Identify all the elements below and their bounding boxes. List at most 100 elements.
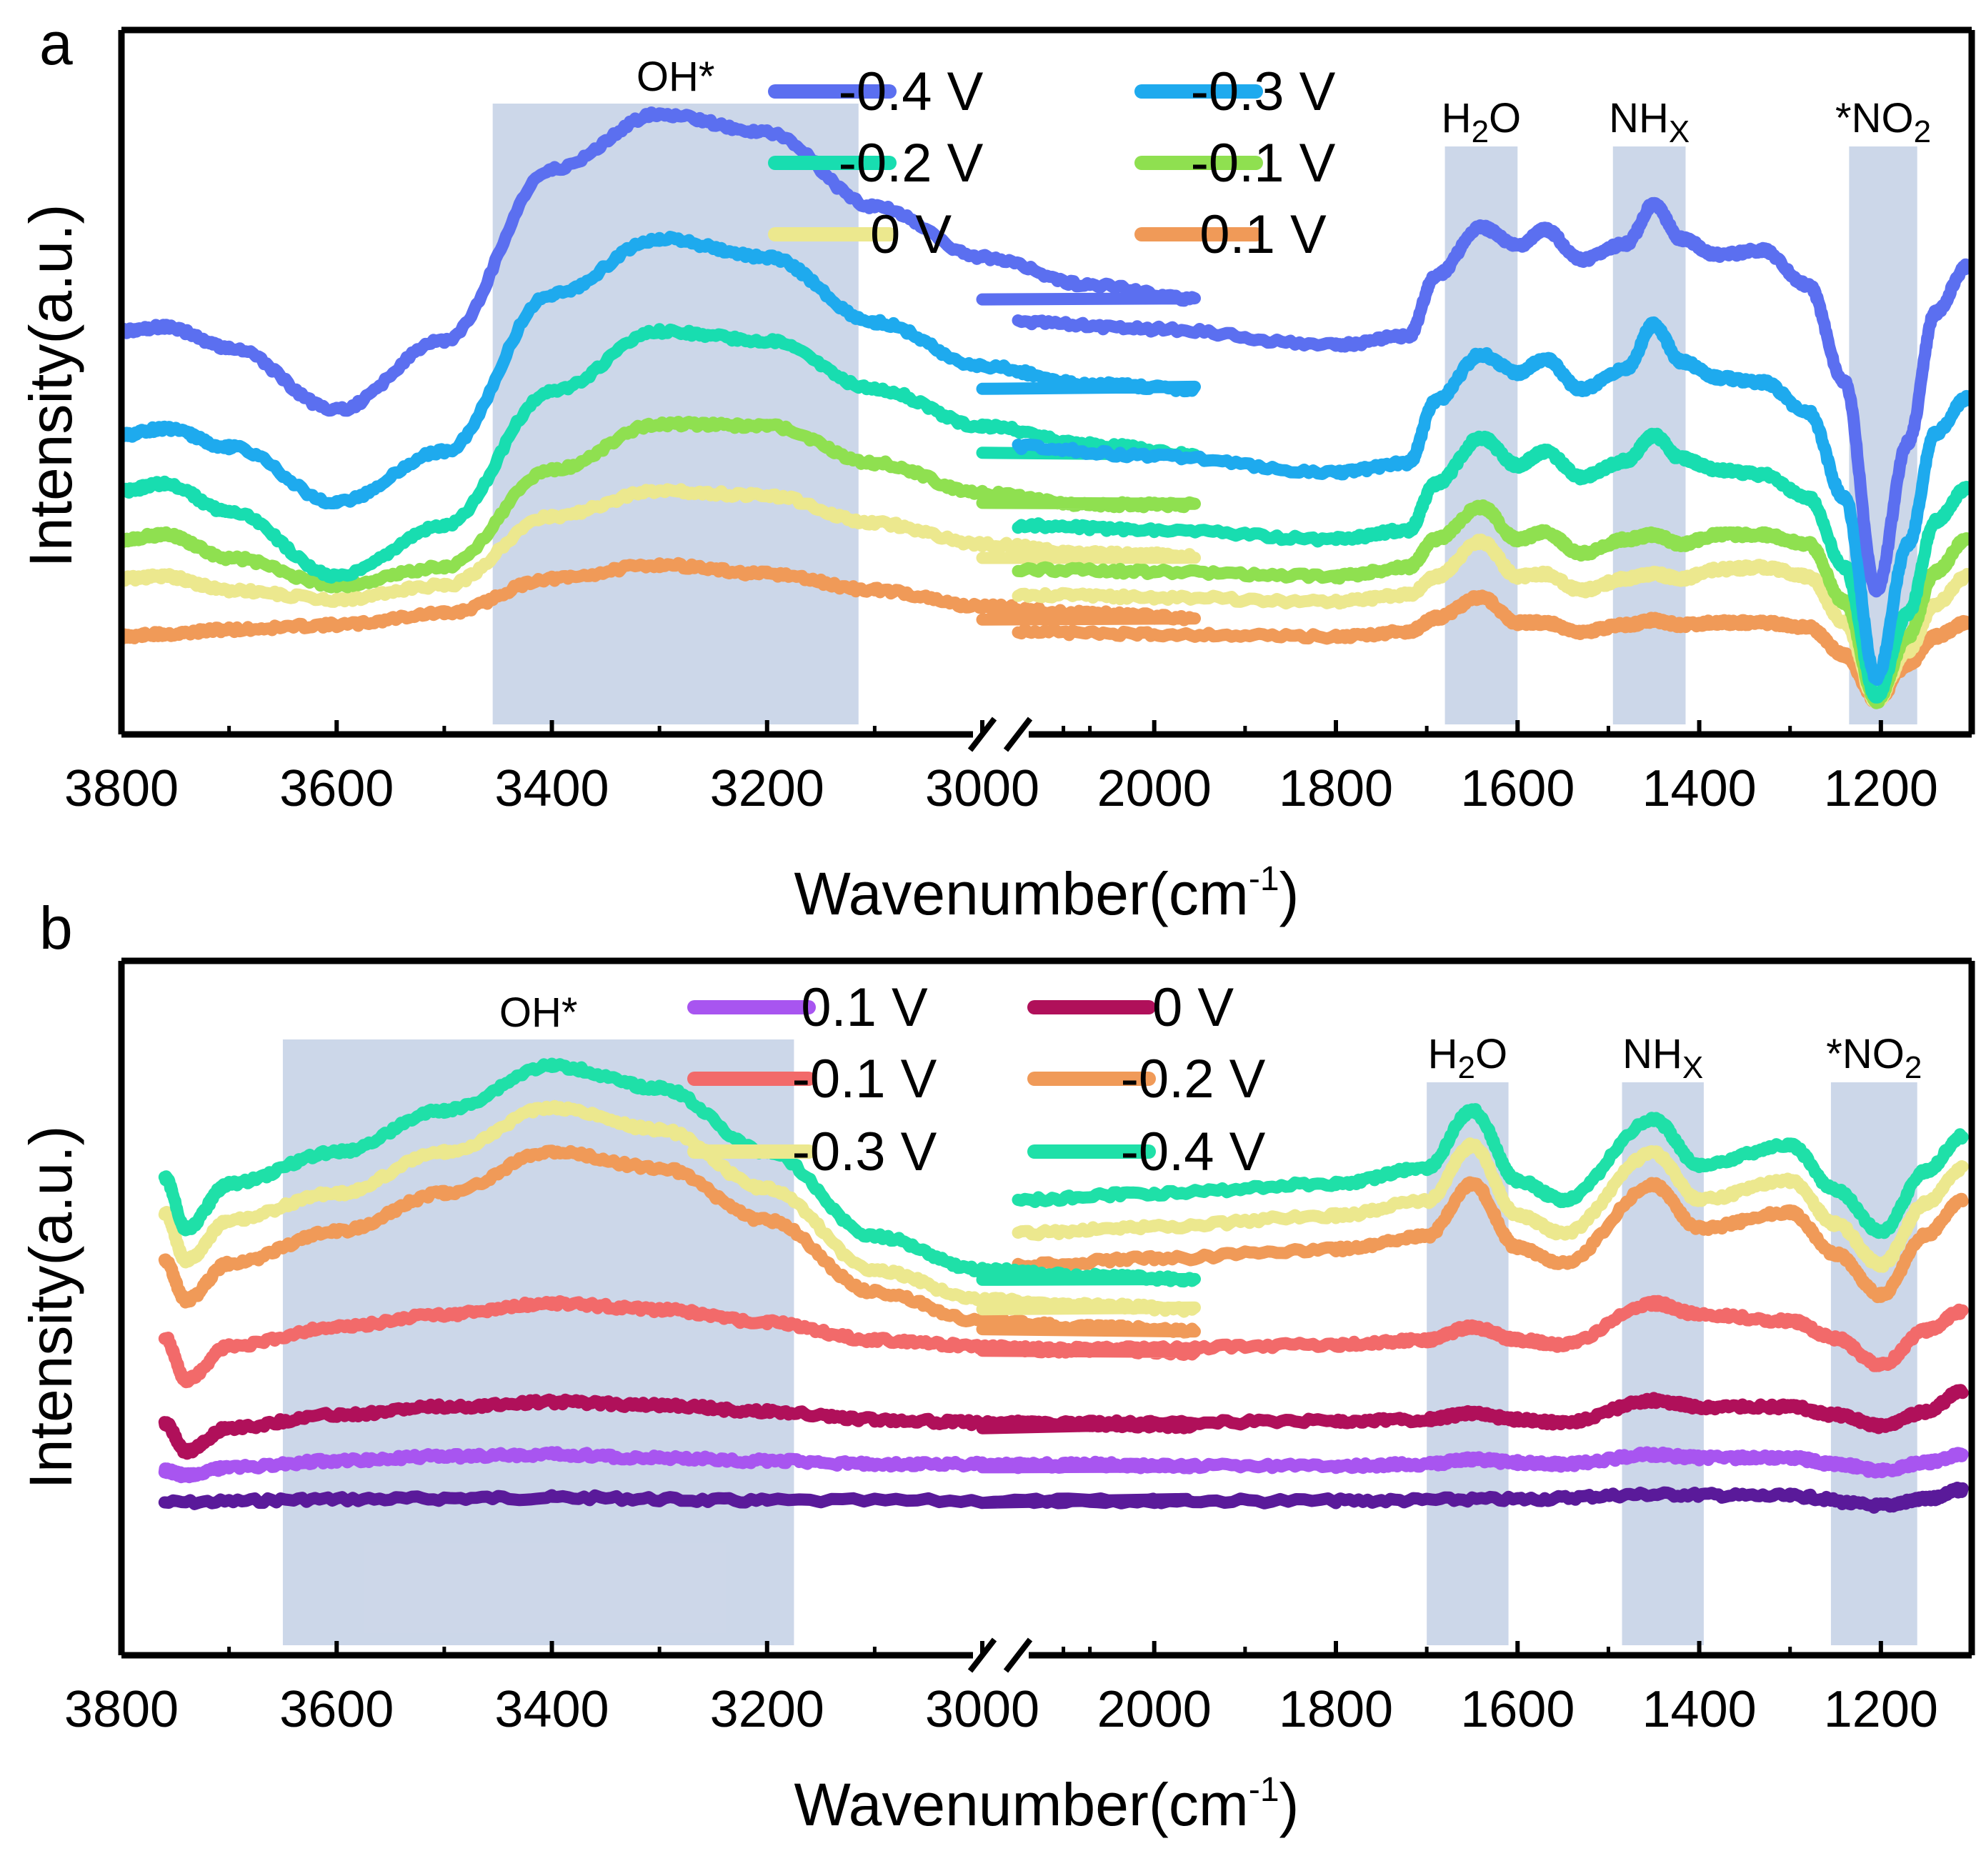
legend-label: 0.1 V — [801, 977, 928, 1038]
panel-b: 3800 3600 3400 3200 3000 2000 1800 1600 1400 1200… — [17, 894, 1975, 1838]
series-line-right — [1012, 1137, 1969, 1273]
legend-label: -0.3 V — [1191, 61, 1336, 122]
panel-letter: b — [39, 894, 73, 962]
legend-label: -0.2 V — [839, 133, 984, 194]
band-label: H2O — [1428, 1031, 1508, 1085]
band-label-main: NH — [1609, 95, 1669, 141]
series-line-right — [1012, 1176, 1969, 1304]
series-group — [158, 1057, 1969, 1514]
series-line-left — [158, 1446, 1201, 1484]
x-tick-label: 3000 — [925, 760, 1039, 817]
legend-label: 0 V — [870, 204, 952, 265]
y-axis-title: Intensity(a.u.) — [17, 204, 84, 568]
x-tick-label: 1400 — [1642, 1681, 1756, 1738]
x-axis-title-main: Wavenumber(cm — [794, 860, 1248, 927]
x-tick-label: 3800 — [64, 760, 179, 817]
band-label-main: *NO — [1826, 1031, 1905, 1077]
legend-label: -0.1 V — [792, 1049, 937, 1109]
baseline-line-right — [1012, 1482, 1969, 1514]
series-line-left — [158, 1295, 1201, 1389]
x-tick-label: 3800 — [64, 1681, 179, 1738]
axis-break-mark — [1003, 1637, 1033, 1673]
x-tick-label: 1400 — [1642, 760, 1756, 817]
legend-label: -0.2 V — [1121, 1049, 1266, 1109]
legend-label: 0 V — [1152, 977, 1234, 1038]
x-tick-label: 3600 — [279, 760, 394, 817]
x-tick-label: 3600 — [279, 1681, 394, 1738]
band-label: H2O — [1442, 95, 1522, 149]
band-label-main: H — [1442, 95, 1472, 141]
x-axis-title: Wavenumber(cm-1) — [794, 1771, 1299, 1838]
series-line-left — [124, 231, 1201, 510]
x-tick-label: 3200 — [710, 760, 824, 817]
band-label-tail: O — [1475, 1031, 1507, 1077]
x-tick-label: 1800 — [1279, 1681, 1393, 1738]
legend-label: -0.4 V — [839, 61, 984, 122]
legend-label: 0.1 V — [1199, 204, 1327, 265]
x-tick-label: 3400 — [494, 760, 609, 817]
panel-letter: a — [39, 10, 73, 77]
x-tick-label: 1200 — [1824, 760, 1938, 817]
band-label: OH* — [637, 54, 715, 100]
band-label-main: OH* — [637, 54, 715, 100]
band-0 — [492, 104, 859, 724]
series-line-left — [124, 483, 1201, 608]
series-line-right — [1012, 196, 1969, 598]
series-line-left — [124, 323, 1201, 584]
series-line-right — [1012, 427, 1969, 704]
band-label-tail: O — [1489, 95, 1521, 141]
series-line-left — [124, 557, 1201, 644]
series-line-left — [158, 1099, 1201, 1318]
x-tick-label: 1200 — [1824, 1681, 1938, 1738]
x-axis-title-close: ) — [1279, 1771, 1299, 1838]
band-label: OH* — [499, 989, 578, 1036]
legend-label: -0.4 V — [1121, 1122, 1266, 1182]
series-line-right — [1012, 1446, 1969, 1479]
band-label-main: H — [1428, 1031, 1458, 1077]
band-label-main: NH — [1622, 1031, 1682, 1077]
baseline-line-left — [158, 1489, 1193, 1510]
x-tick-label: 1600 — [1460, 1681, 1575, 1738]
series-line-left — [158, 1057, 1201, 1288]
band-label: *NO2 — [1835, 95, 1931, 149]
band-label-sub: X — [1682, 1050, 1703, 1085]
band-label-sub: X — [1669, 114, 1690, 149]
band-label: NHX — [1609, 95, 1690, 149]
series-line-left — [158, 1144, 1201, 1339]
band-label-sub: 2 — [1914, 114, 1931, 149]
series-line-left — [124, 106, 1201, 417]
panel-a: 3800 3600 3400 3200 3000 2000 1800 1600 1400 1200… — [17, 10, 1975, 927]
band-label-sub: 2 — [1472, 114, 1489, 149]
x-tick-label: 2000 — [1097, 760, 1212, 817]
axis-break-mark — [1003, 717, 1033, 752]
band-2 — [1622, 1082, 1704, 1645]
series-line-right — [1012, 1294, 1969, 1372]
series-line-right — [1012, 316, 1969, 686]
band-label: NHX — [1622, 1031, 1703, 1085]
y-axis-title: Intensity(a.u.) — [17, 1126, 84, 1490]
x-axis-title-main: Wavenumber(cm — [794, 1771, 1248, 1838]
x-tick-label: 3000 — [925, 1681, 1039, 1738]
series-line-left — [124, 416, 1201, 594]
series-line-right — [1012, 1103, 1969, 1239]
band-label-main: OH* — [499, 989, 578, 1036]
legend-label: -0.1 V — [1191, 133, 1336, 194]
x-axis-title-sup: -1 — [1249, 860, 1279, 898]
band-label-sub: 2 — [1457, 1050, 1474, 1085]
series-line-right — [1012, 1384, 1969, 1435]
legend-label: -0.3 V — [792, 1122, 937, 1182]
x-axis-title-sup: -1 — [1249, 1771, 1279, 1809]
x-tick-label: 2000 — [1097, 1681, 1212, 1738]
x-tick-label: 1800 — [1279, 760, 1393, 817]
band-label-main: *NO — [1835, 95, 1914, 141]
series-line-left — [158, 1393, 1201, 1460]
x-tick-label: 3400 — [494, 1681, 609, 1738]
band-label-sub: 2 — [1905, 1050, 1922, 1085]
band-label: *NO2 — [1826, 1031, 1922, 1085]
series-group — [124, 106, 1969, 709]
x-axis-title: Wavenumber(cm-1) — [794, 860, 1299, 927]
x-axis-title-close: ) — [1279, 860, 1299, 927]
x-tick-label: 3200 — [710, 1681, 824, 1738]
x-tick-label: 1600 — [1460, 760, 1575, 817]
